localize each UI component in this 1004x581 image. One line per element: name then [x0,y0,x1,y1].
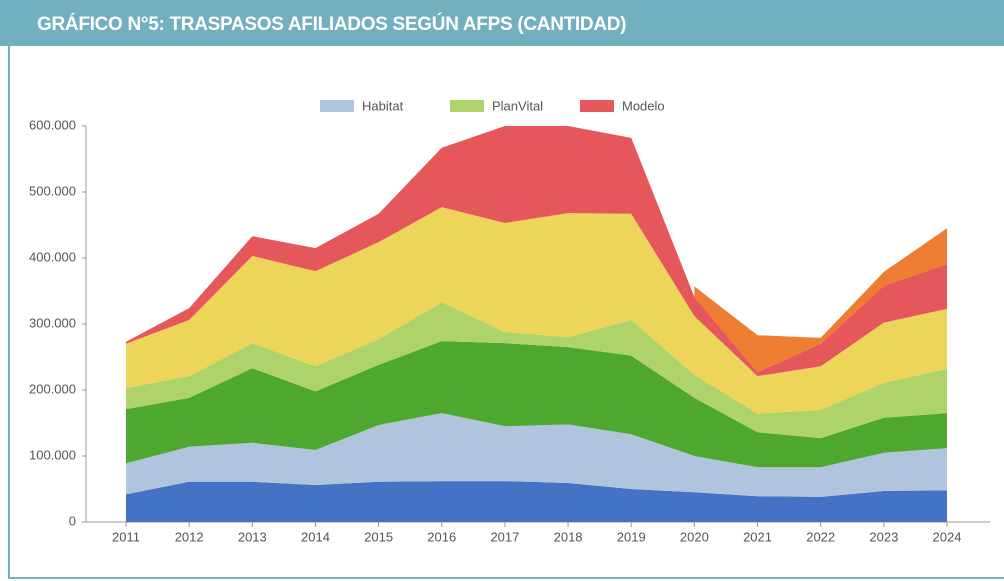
x-tick-label: 2020 [680,529,709,544]
area [694,228,947,373]
legend-label: PlanVital [492,98,543,113]
x-tick-label: 2019 [617,529,646,544]
x-tick-label: 2018 [554,529,583,544]
x-tick-label: 2013 [238,529,267,544]
x-tick-label: 2014 [301,529,330,544]
y-tick-label: 300.000 [29,315,76,330]
y-tick-label: 600.000 [29,117,76,132]
x-tick-label: 2021 [743,529,772,544]
header-title: GRÁFICO N°5: TRASPASOS AFILIADOS SEGÚN A… [0,0,1004,46]
y-tick-label: 200.000 [29,381,76,396]
area [126,126,947,377]
y-tick-label: 100.000 [29,447,76,462]
x-tick-label: 2015 [364,529,393,544]
legend-label: Modelo [622,98,665,113]
x-tick-label: 2011 [112,529,140,544]
legend-swatch [320,100,354,112]
x-tick-label: 2016 [427,529,456,544]
x-tick-label: 2017 [490,529,519,544]
y-tick-label: 0 [69,513,76,528]
x-tick-label: 2022 [806,529,835,544]
y-tick-label: 400.000 [29,249,76,264]
frame [8,46,1004,579]
x-tick-label: 2023 [869,529,898,544]
area [126,413,947,497]
area [126,481,947,522]
legend-swatch [580,100,614,112]
legend-label: Habitat [362,98,404,113]
x-tick-label: 2012 [175,529,204,544]
area [126,341,947,468]
legend-swatch [450,100,484,112]
area [126,207,947,414]
area [126,302,947,439]
y-tick-label: 500.000 [29,183,76,198]
x-tick-label: 2024 [933,529,962,544]
